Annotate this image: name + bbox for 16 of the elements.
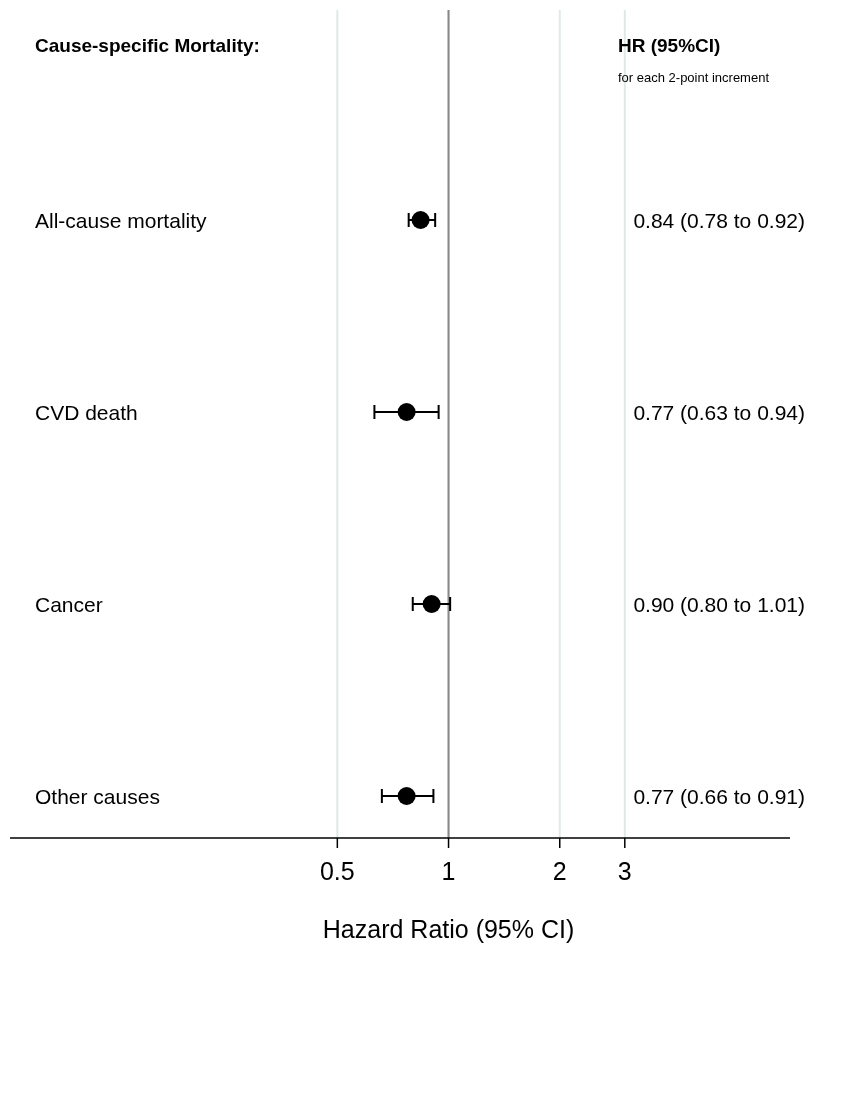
- y-tick-label: CVD death: [35, 401, 138, 424]
- annotation: 0.84 (0.78 to 0.92): [633, 209, 805, 232]
- annotation: HR (95%CI): [618, 35, 721, 56]
- y-tick-label: Other causes: [35, 785, 160, 808]
- y-tick-label: Cancer: [35, 593, 103, 616]
- x-tick-label: 2: [552, 857, 567, 885]
- y-tick-label: All-cause mortality: [35, 209, 208, 232]
- x-tick-label: 3: [617, 857, 632, 885]
- x-tick-label: 0.5: [319, 857, 355, 885]
- annotation: 0.77 (0.66 to 0.91): [633, 785, 805, 808]
- x-tick-label: 1: [441, 857, 456, 885]
- annotation: 0.90 (0.80 to 1.01): [633, 593, 805, 616]
- annotation: 0.77 (0.63 to 0.94): [633, 401, 805, 424]
- annotation: for each 2-point increment: [618, 70, 770, 85]
- text: Cause-specific Mortality:: [35, 35, 260, 56]
- x-axis-title: Hazard Ratio (95% CI): [322, 915, 575, 943]
